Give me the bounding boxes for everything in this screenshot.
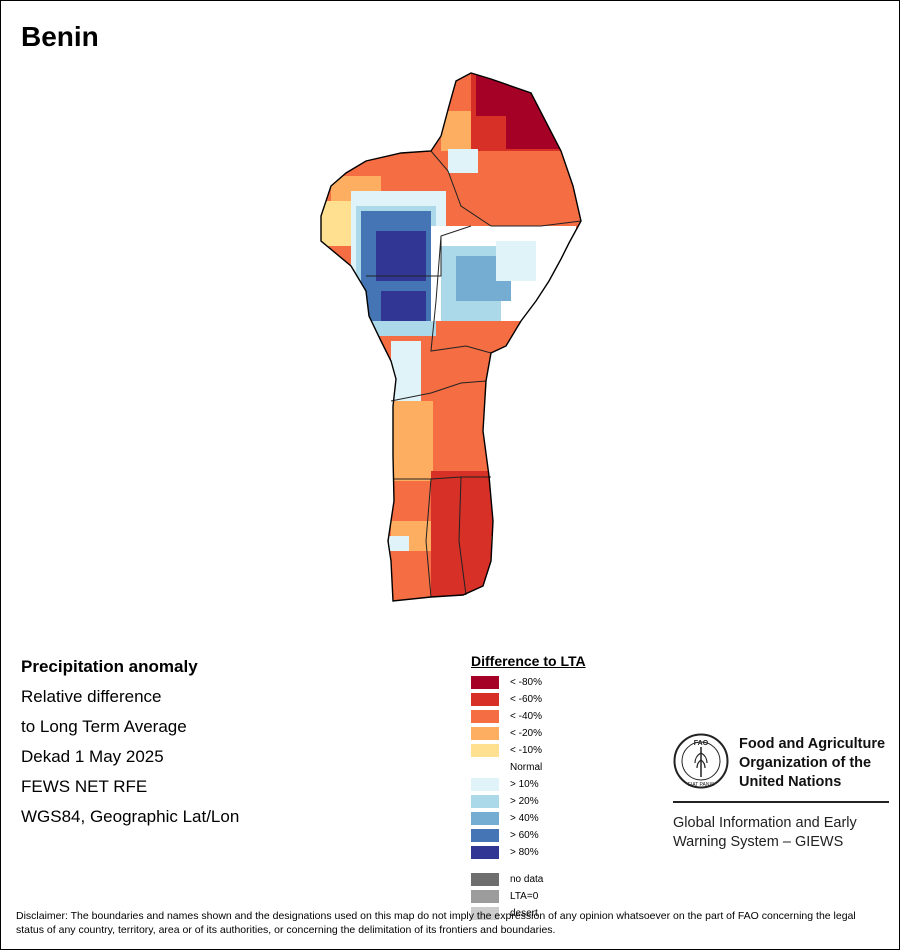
legend-special-row: LTA=0 xyxy=(471,888,661,905)
legend-class-swatch xyxy=(471,829,499,842)
legend-class-swatch xyxy=(471,710,499,723)
legend-special-swatch xyxy=(471,907,499,920)
info-line-relative: Relative difference xyxy=(21,687,162,706)
legend-class-row: Normal xyxy=(471,759,661,776)
admin-boundaries xyxy=(366,150,582,598)
map-title: Benin xyxy=(21,21,99,52)
svg-text:FAO: FAO xyxy=(694,740,709,747)
anomaly-south-60b xyxy=(463,476,493,536)
legend-class-label: < -10% xyxy=(510,745,542,756)
boundary-south-3 xyxy=(425,478,432,598)
legend-class-swatch xyxy=(471,778,499,791)
legend-class-label: > 80% xyxy=(510,847,539,858)
legend-special-row: desert xyxy=(471,905,661,922)
boundary-south-4 xyxy=(458,476,467,596)
legend-special-label: LTA=0 xyxy=(510,891,539,902)
legend-class-row: < -60% xyxy=(471,691,661,708)
boundary-south-1 xyxy=(390,380,487,402)
svg-text:FIAT PANIS: FIAT PANIS xyxy=(688,782,715,788)
info-line-source: FEWS NET RFE xyxy=(21,777,148,796)
boundary-center-north xyxy=(366,225,472,277)
anomaly-north-80b xyxy=(476,73,516,116)
giews-name: Global Information and Early Warning Sys… xyxy=(673,815,857,850)
legend-class-swatch xyxy=(471,795,499,808)
legend-class-label: Normal xyxy=(510,762,543,773)
legend-class-label: < -60% xyxy=(510,694,542,705)
legend-class-row: < -80% xyxy=(471,674,661,691)
legend-class-row: < -20% xyxy=(471,725,661,742)
anomaly-south-20 xyxy=(393,401,433,481)
legend-class-label: < -40% xyxy=(510,711,542,722)
legend-special: no data LTA=0 desert xyxy=(471,871,661,922)
anomaly-west-10 xyxy=(391,341,421,401)
fao-divider xyxy=(673,801,889,803)
anomaly-wet-80a xyxy=(376,231,426,281)
legend-special-label: desert xyxy=(510,908,538,919)
legend-classes: < -80% < -60% < -40% < -20% < -10% Normal > 10… xyxy=(471,674,661,861)
legend-class-label: > 60% xyxy=(510,830,539,841)
fao-name: Food and Agriculture Organization of the… xyxy=(739,736,886,790)
legend-class-swatch xyxy=(471,693,499,706)
info-line-lta: to Long Term Average xyxy=(21,717,187,736)
anomaly-north-wet xyxy=(448,149,478,173)
legend: Difference to LTA < -80% < -60% < -40% < -2… xyxy=(471,653,661,923)
fao-logo-icon: FAO FIAT PANIS xyxy=(673,733,729,789)
anomaly-center-10 xyxy=(496,241,536,281)
legend-class-row: < -10% xyxy=(471,742,661,759)
legend-special-label: no data xyxy=(510,874,544,885)
disclaimer: Disclaimer: The boundaries and names sho… xyxy=(16,910,856,936)
legend-class-swatch xyxy=(471,744,499,757)
legend-special-row: no data xyxy=(471,871,661,888)
legend-class-swatch xyxy=(471,761,499,774)
boundary-north xyxy=(430,150,582,227)
anomaly-south-wet xyxy=(389,536,409,551)
boundary-south-2 xyxy=(394,476,491,480)
legend-class-label: < -80% xyxy=(510,677,542,688)
info-line-projection: WGS84, Geographic Lat/Lon xyxy=(21,807,240,826)
map-info: Precipitation anomaly Relative differenc… xyxy=(21,657,239,837)
legend-class-label: > 40% xyxy=(510,813,539,824)
anomaly-raster xyxy=(321,73,581,601)
legend-title: Difference to LTA xyxy=(471,653,586,669)
legend-class-label: > 10% xyxy=(510,779,539,790)
legend-class-row: > 60% xyxy=(471,827,661,844)
legend-class-row: < -40% xyxy=(471,708,661,725)
boundary-center xyxy=(430,235,492,354)
legend-class-label: < -20% xyxy=(510,728,542,739)
legend-class-swatch xyxy=(471,727,499,740)
fao-branding: FAO FIAT PANIS Food and Agriculture Orga… xyxy=(673,733,889,863)
legend-class-swatch xyxy=(471,676,499,689)
anomaly-north-80 xyxy=(506,79,581,149)
legend-class-row: > 80% xyxy=(471,844,661,861)
legend-class-row: > 20% xyxy=(471,793,661,810)
legend-class-swatch xyxy=(471,846,499,859)
legend-special-swatch xyxy=(471,873,499,886)
info-line-dekad: Dekad 1 May 2025 xyxy=(21,747,164,766)
benin-anomaly-map xyxy=(320,72,582,602)
info-heading: Precipitation anomaly xyxy=(21,657,198,676)
anomaly-wet-80b xyxy=(381,291,426,321)
legend-class-label: > 20% xyxy=(510,796,539,807)
legend-special-swatch xyxy=(471,890,499,903)
legend-class-swatch xyxy=(471,812,499,825)
legend-class-row: > 10% xyxy=(471,776,661,793)
legend-class-row: > 40% xyxy=(471,810,661,827)
